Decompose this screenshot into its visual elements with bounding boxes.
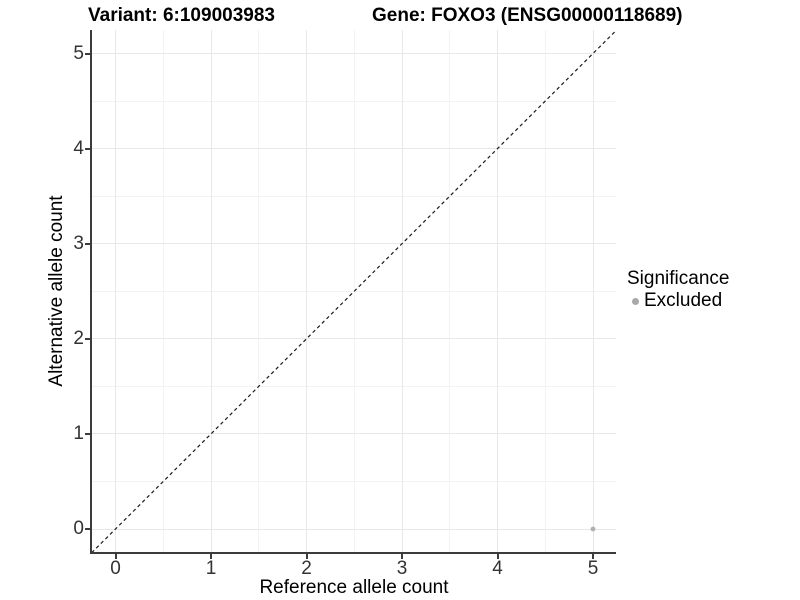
x-tick-mark bbox=[496, 554, 499, 559]
y-tick-label: 4 bbox=[73, 137, 84, 159]
x-tick-mark bbox=[210, 554, 212, 559]
plot-title-gene: Gene: FOXO3 (ENSG00000118689) bbox=[372, 5, 683, 26]
gridline-x-major bbox=[306, 30, 307, 552]
legend-point-icon bbox=[632, 297, 639, 305]
x-tick-label: 2 bbox=[301, 558, 312, 579]
gridline-y-major bbox=[92, 433, 616, 435]
gridline-x-major bbox=[401, 30, 403, 552]
plot-data-layer bbox=[92, 30, 616, 552]
gridline-y-minor bbox=[92, 195, 616, 197]
y-tick-label: 0 bbox=[73, 518, 84, 539]
legend-item-label: Excluded bbox=[644, 290, 723, 311]
gridline-y-minor bbox=[92, 290, 616, 292]
y-tick-mark bbox=[85, 528, 90, 530]
y-tick-mark bbox=[85, 147, 90, 150]
plot-panel bbox=[92, 30, 616, 552]
gridline-y-major bbox=[92, 528, 616, 530]
gridline-y-minor bbox=[92, 100, 616, 102]
gridline-x-major bbox=[115, 30, 116, 552]
legend: Significance Excluded bbox=[627, 268, 729, 312]
y-tick-mark bbox=[85, 337, 90, 340]
gridline-y-major bbox=[92, 148, 616, 150]
gridline-x-major bbox=[497, 30, 498, 552]
gridline-y-minor bbox=[92, 480, 616, 482]
y-tick-label: 3 bbox=[73, 232, 84, 254]
x-tick-label: 1 bbox=[205, 558, 217, 579]
x-tick-label: 0 bbox=[110, 558, 121, 579]
identity-line bbox=[92, 30, 616, 552]
x-tick-mark bbox=[114, 554, 117, 559]
x-tick-mark bbox=[305, 554, 308, 559]
gridline-y-minor bbox=[92, 385, 616, 387]
y-axis-title: Alternative allele count bbox=[46, 195, 67, 387]
x-tick-label: 3 bbox=[396, 558, 408, 579]
gridline-x-major bbox=[592, 30, 594, 552]
legend-item-excluded: Excluded bbox=[627, 290, 729, 312]
y-tick-label: 1 bbox=[73, 422, 84, 444]
gridline-y-major bbox=[92, 338, 616, 340]
x-tick-label: 5 bbox=[587, 558, 599, 579]
y-axis-line bbox=[90, 30, 92, 554]
gridline-x-major bbox=[210, 30, 212, 552]
y-tick-label: 2 bbox=[73, 327, 84, 349]
x-axis-line bbox=[90, 552, 616, 554]
legend-title: Significance bbox=[627, 268, 730, 289]
plot-title-variant: Variant: 6:109003983 bbox=[88, 5, 275, 26]
y-tick-mark bbox=[85, 432, 90, 435]
data-point-excluded bbox=[590, 526, 596, 532]
y-tick-label: 5 bbox=[73, 42, 84, 64]
x-tick-mark bbox=[592, 554, 594, 559]
x-tick-label: 4 bbox=[492, 558, 503, 579]
y-tick-mark bbox=[85, 52, 90, 55]
gridline-y-major bbox=[92, 53, 616, 54]
gridline-y-major bbox=[92, 243, 616, 245]
x-axis-title: Reference allele count bbox=[259, 577, 449, 598]
y-tick-mark bbox=[85, 242, 90, 245]
x-tick-mark bbox=[401, 554, 403, 559]
